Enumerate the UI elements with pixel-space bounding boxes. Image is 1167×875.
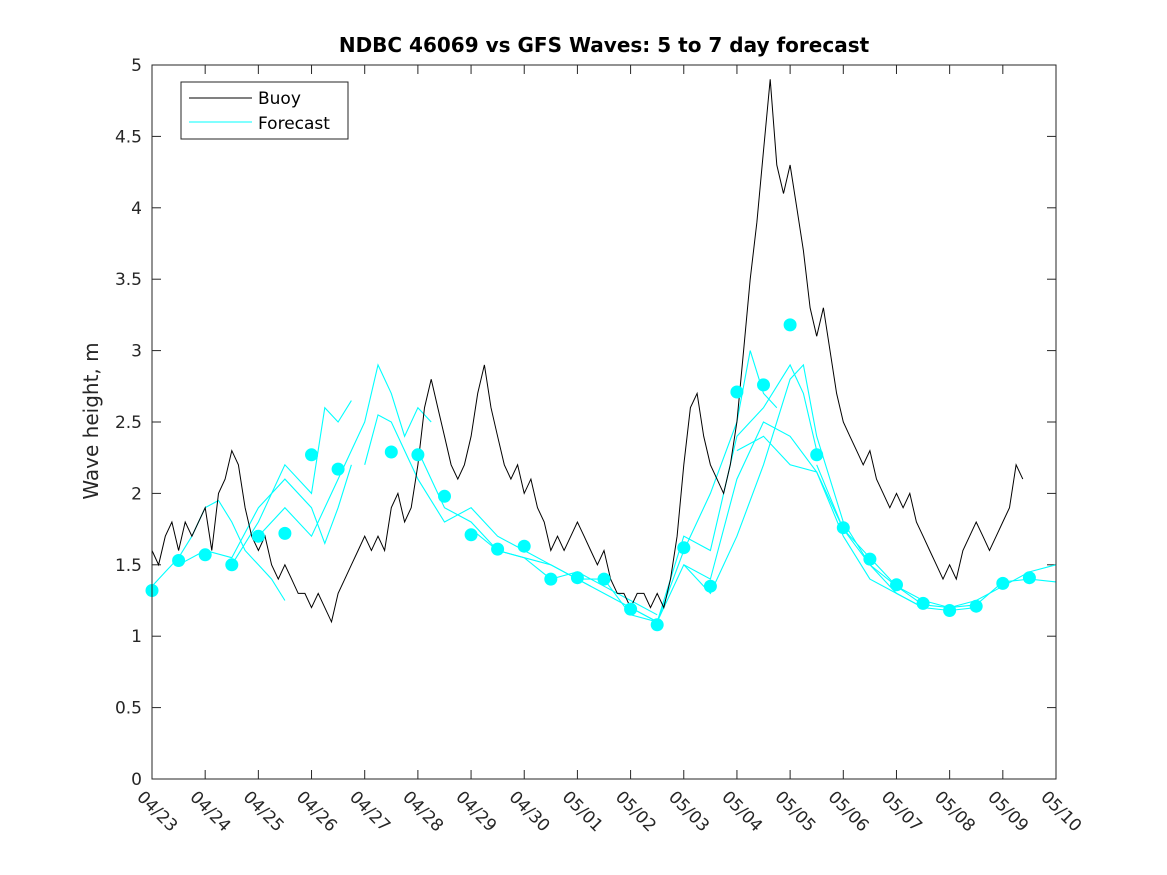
forecast-marker (172, 554, 186, 567)
forecast-marker (703, 579, 717, 593)
forecast-marker (916, 596, 930, 610)
y-tick-label: 4 (131, 199, 142, 219)
plot-frame (151, 64, 1057, 780)
x-tick-label: 04/30 (505, 787, 554, 836)
forecast-marker (810, 448, 824, 462)
forecast-marker (491, 542, 505, 556)
forecast-run-line (231, 400, 352, 566)
forecast-marker (757, 378, 770, 392)
x-tick-label: 05/04 (717, 787, 766, 836)
chart-title: NDBC 46069 vs GFS Waves: 5 to 7 day fore… (339, 33, 870, 57)
forecast-marker (624, 602, 638, 616)
forecast-marker (544, 572, 558, 586)
x-tick-label: 05/03 (664, 787, 713, 836)
x-tick-label: 05/08 (930, 787, 979, 836)
y-tick-label: 1.5 (115, 556, 142, 576)
x-tick-label: 05/01 (558, 787, 607, 836)
y-tick-label: 0.5 (115, 699, 142, 719)
plot-area (152, 65, 1056, 779)
forecast-marker (198, 548, 212, 562)
x-tick-label: 05/10 (1036, 787, 1085, 836)
forecast-marker (783, 318, 797, 332)
forecast-series (151, 350, 1057, 623)
x-tick-label: 04/29 (452, 787, 501, 836)
legend-buoy-label: Buoy (258, 89, 301, 109)
y-tick-label: 5 (131, 56, 142, 76)
forecast-marker (570, 571, 584, 585)
forecast-marker (517, 539, 531, 553)
y-tick-label: 0 (131, 770, 142, 790)
forecast-marker (943, 604, 957, 617)
forecast-marker (863, 552, 877, 566)
y-tick-label: 1 (131, 627, 142, 647)
y-axis-label: Wave height, m (79, 342, 103, 499)
forecast-marker (305, 448, 318, 462)
forecast-marker (597, 572, 611, 586)
forecast-marker (411, 448, 425, 462)
y-tick-label: 4.5 (115, 127, 142, 147)
forecast-marker (278, 526, 292, 540)
y-tick-label: 2.5 (115, 413, 142, 433)
x-tick-label: 04/28 (398, 787, 447, 836)
x-tick-label: 04/27 (345, 787, 394, 836)
legend-forecast-label: Forecast (258, 114, 330, 134)
forecast-run-line (178, 464, 352, 566)
x-tick-label: 05/09 (983, 787, 1032, 836)
y-tick-label: 2 (131, 484, 142, 504)
forecast-marker (225, 558, 239, 572)
x-tick-label: 04/25 (239, 787, 288, 836)
forecast-marker (384, 445, 398, 459)
forecast-marker (677, 541, 691, 555)
buoy-series (151, 79, 1024, 624)
forecast-marker (836, 521, 850, 535)
forecast-marker (730, 385, 744, 399)
forecast-marker (464, 528, 478, 542)
legend-box (180, 81, 349, 140)
x-tick-label: 05/06 (824, 787, 873, 836)
forecast-marker (996, 576, 1010, 590)
forecast-marker (438, 489, 451, 503)
x-tick-label: 05/02 (611, 787, 660, 836)
x-tick-labels: 04/23 04/24 04/25 04/26 04/27 04/28 04/29 04/30… (132, 787, 1085, 836)
forecast-run-line (816, 464, 1057, 609)
x-tick-label: 04/26 (292, 787, 341, 836)
x-tick-label: 05/07 (877, 787, 926, 836)
forecast-marker (1022, 571, 1036, 585)
legend: Buoy Forecast (180, 81, 349, 140)
forecast-marker (969, 599, 983, 613)
forecast-marker (650, 618, 664, 632)
y-tick-label: 3.5 (115, 270, 142, 290)
forecast-markers (145, 318, 1036, 632)
forecast-marker (331, 462, 345, 476)
buoy-line (151, 79, 1024, 624)
forecast-marker (251, 529, 265, 543)
x-tick-label: 04/24 (186, 787, 235, 836)
forecast-run-line (257, 363, 432, 538)
forecast-marker (890, 578, 903, 592)
forecast-run-line (630, 421, 924, 623)
y-tick-label: 3 (131, 342, 142, 362)
y-tick-labels: 0 0.5 1 1.5 2 2.5 3 3.5 4 4.5 5 (115, 56, 142, 790)
x-tick-label: 05/05 (771, 787, 820, 836)
x-tick-label: 04/23 (132, 787, 181, 836)
